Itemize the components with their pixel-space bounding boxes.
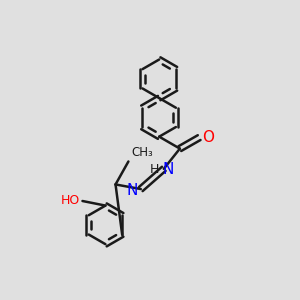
Text: O: O [202, 130, 214, 145]
Text: CH₃: CH₃ [131, 146, 153, 159]
Text: H: H [150, 163, 159, 176]
Text: HO: HO [61, 194, 80, 208]
Text: N: N [127, 183, 138, 198]
Text: N: N [163, 162, 174, 177]
